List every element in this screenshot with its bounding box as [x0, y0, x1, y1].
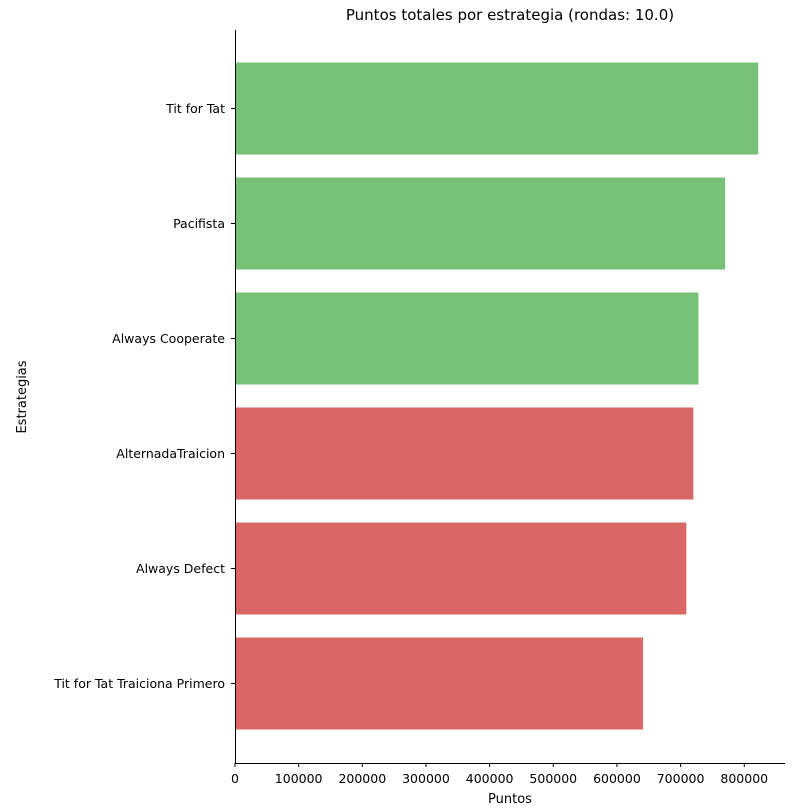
x-tick-label: 100000: [275, 771, 323, 786]
x-tick-label: 700000: [657, 771, 705, 786]
bar-0: [235, 62, 759, 155]
y-tick-label: Tit for Tat Traiciona Primero: [53, 676, 225, 691]
y-tick-label: Tit for Tat: [165, 101, 225, 116]
y-tick-label: Always Cooperate: [112, 331, 225, 346]
bars-layer: [235, 62, 759, 730]
y-tick-label: Pacifista: [173, 216, 225, 231]
bar-5: [235, 637, 644, 730]
x-tick-label: 600000: [593, 771, 641, 786]
y-tick-label: AlternadaTraicion: [116, 446, 225, 461]
x-tick-label: 800000: [720, 771, 768, 786]
y-axis-label: Estrategias: [15, 360, 30, 433]
x-tick-label: 200000: [338, 771, 386, 786]
x-tick-label: 0: [231, 771, 239, 786]
bar-2: [235, 292, 699, 385]
x-axis-label: Puntos: [488, 792, 532, 807]
x-tick-label: 500000: [529, 771, 577, 786]
bar-3: [235, 407, 694, 500]
x-tick-label: 300000: [402, 771, 450, 786]
chart-title: Puntos totales por estrategia (rondas: 1…: [346, 6, 674, 24]
bar-4: [235, 522, 687, 615]
x-tick-label: 400000: [466, 771, 514, 786]
x-ticks: 0 100000 200000 300000 400000 500000 600000 700…: [231, 763, 768, 786]
y-tick-label: Always Defect: [136, 561, 225, 576]
bar-1: [235, 177, 726, 270]
y-ticks: Tit for Tat Pacifista Always Cooperate Alte…: [53, 101, 235, 691]
